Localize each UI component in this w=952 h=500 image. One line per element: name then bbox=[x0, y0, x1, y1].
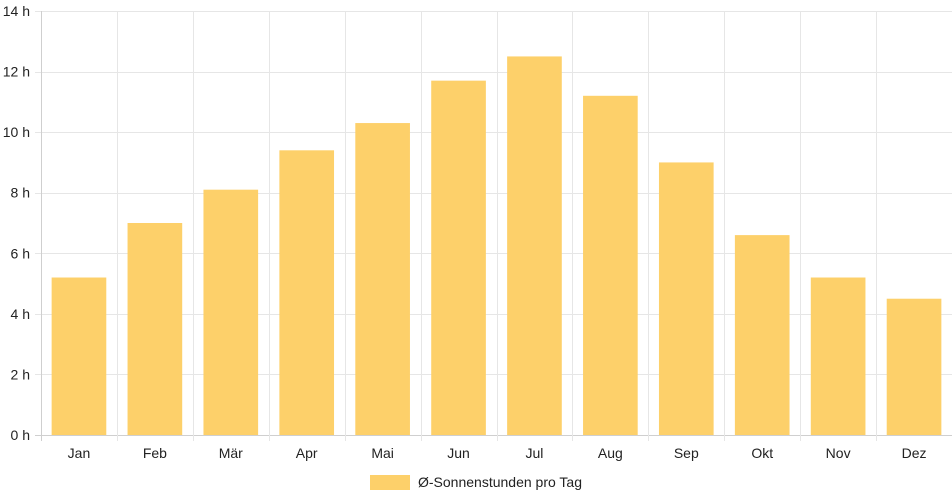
x-tick-label: Feb bbox=[143, 445, 167, 461]
bar[interactable] bbox=[203, 189, 259, 435]
x-tick-label: Aug bbox=[598, 445, 623, 461]
legend[interactable]: Ø-Sonnenstunden pro Tag bbox=[370, 474, 582, 490]
y-tick-label: 4 h bbox=[11, 306, 30, 322]
bar[interactable] bbox=[51, 277, 107, 435]
bar[interactable] bbox=[279, 150, 335, 436]
bar[interactable] bbox=[355, 123, 410, 436]
bar[interactable] bbox=[886, 298, 942, 435]
bar[interactable] bbox=[810, 277, 866, 435]
x-tick-label: Jan bbox=[68, 445, 91, 461]
grid bbox=[35, 11, 952, 441]
x-tick-label: Mai bbox=[371, 445, 394, 461]
y-tick-label: 8 h bbox=[11, 185, 30, 201]
bar[interactable] bbox=[583, 95, 638, 436]
x-axis-ticks: Jan Feb Mär Apr Mai Jun Jul Aug Sep Okt Nov Dez bbox=[68, 445, 927, 461]
bars bbox=[51, 56, 942, 436]
x-tick-label: Jul bbox=[526, 445, 544, 461]
y-tick-label: 6 h bbox=[11, 245, 30, 261]
bar[interactable] bbox=[431, 80, 486, 436]
bar[interactable] bbox=[127, 223, 183, 435]
x-tick-label: Nov bbox=[826, 445, 851, 461]
y-tick-label: 10 h bbox=[3, 124, 30, 140]
legend-label: Ø-Sonnenstunden pro Tag bbox=[418, 474, 582, 490]
y-axis-ticks: 0 h 2 h 4 h 6 h 8 h 10 h 12 h 14 h bbox=[3, 3, 30, 443]
bar[interactable] bbox=[507, 56, 562, 436]
legend-swatch bbox=[370, 475, 410, 490]
y-tick-label: 2 h bbox=[11, 366, 30, 382]
y-tick-label: 0 h bbox=[11, 427, 30, 443]
x-tick-label: Mär bbox=[219, 445, 243, 461]
x-tick-label: Sep bbox=[674, 445, 699, 461]
x-tick-label: Dez bbox=[902, 445, 927, 461]
x-tick-label: Okt bbox=[751, 445, 773, 461]
x-tick-label: Apr bbox=[296, 445, 318, 461]
y-tick-label: 12 h bbox=[3, 64, 30, 80]
bar[interactable] bbox=[734, 235, 790, 435]
y-tick-label: 14 h bbox=[3, 3, 30, 19]
bar[interactable] bbox=[658, 162, 714, 435]
x-tick-label: Jun bbox=[447, 445, 470, 461]
